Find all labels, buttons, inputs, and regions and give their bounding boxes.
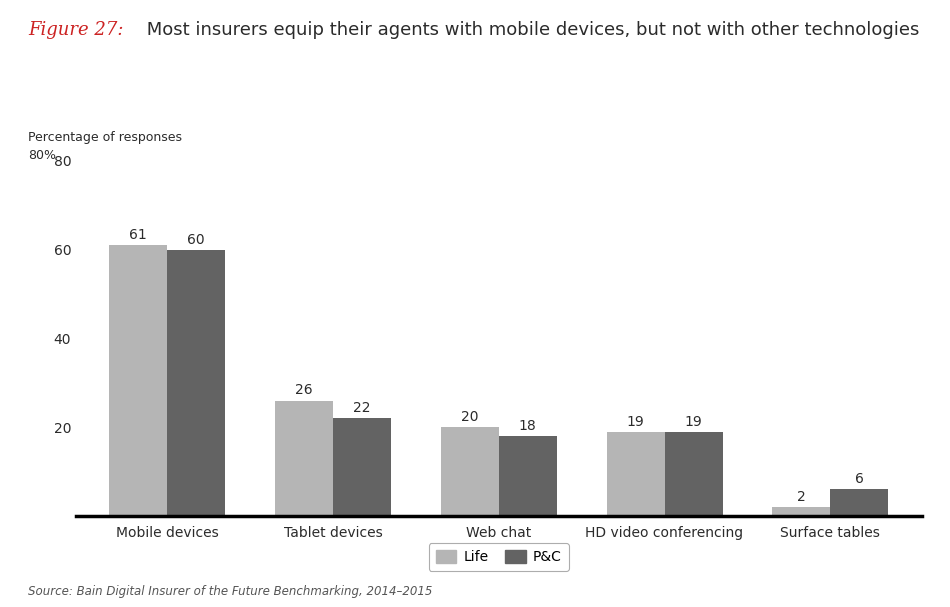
Text: 61: 61 <box>129 228 147 242</box>
Text: Percentage of responses: Percentage of responses <box>28 131 182 143</box>
Text: 19: 19 <box>685 415 702 429</box>
Text: 22: 22 <box>353 401 370 415</box>
Text: 18: 18 <box>519 419 537 433</box>
Bar <box>772 507 830 516</box>
Text: 2: 2 <box>797 490 806 504</box>
Legend: Life, P&C: Life, P&C <box>428 543 569 571</box>
Text: 6: 6 <box>855 472 864 486</box>
Text: Figure 27:: Figure 27: <box>28 21 124 39</box>
Bar <box>665 432 723 516</box>
Bar <box>332 418 391 516</box>
Text: Most insurers equip their agents with mobile devices, but not with other technol: Most insurers equip their agents with mo… <box>141 21 919 39</box>
Bar <box>830 489 888 516</box>
Text: 26: 26 <box>295 384 313 398</box>
Bar <box>167 249 225 516</box>
Text: Q: “What share of agents are equipped with multimedia technologies?”: Q: “What share of agents are equipped wi… <box>166 103 784 118</box>
Text: 19: 19 <box>627 415 644 429</box>
Bar <box>606 432 665 516</box>
Text: 60: 60 <box>187 232 205 246</box>
Text: 20: 20 <box>461 410 479 424</box>
Bar <box>275 401 332 516</box>
Bar <box>441 427 499 516</box>
Bar <box>109 245 167 516</box>
Text: 80%: 80% <box>28 149 56 161</box>
Bar <box>499 436 557 516</box>
Text: Source: Bain Digital Insurer of the Future Benchmarking, 2014–2015: Source: Bain Digital Insurer of the Futu… <box>28 585 433 598</box>
